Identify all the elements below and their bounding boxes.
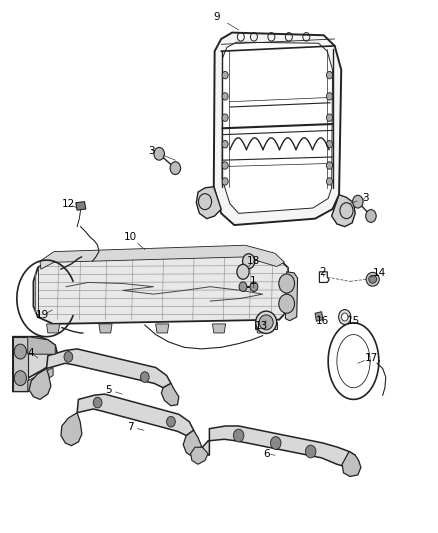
Circle shape	[233, 429, 244, 442]
Text: 7: 7	[127, 422, 134, 432]
Polygon shape	[46, 349, 171, 387]
Circle shape	[14, 370, 26, 385]
Polygon shape	[332, 195, 355, 227]
Circle shape	[222, 177, 228, 185]
Polygon shape	[256, 324, 269, 333]
Circle shape	[222, 71, 228, 79]
Polygon shape	[29, 368, 51, 399]
Polygon shape	[61, 413, 82, 446]
Circle shape	[222, 162, 228, 169]
Text: 10: 10	[124, 232, 138, 243]
Circle shape	[93, 397, 102, 408]
Polygon shape	[342, 451, 361, 477]
Circle shape	[222, 93, 228, 100]
Polygon shape	[155, 324, 169, 333]
Polygon shape	[40, 245, 285, 269]
Circle shape	[166, 416, 175, 427]
Polygon shape	[161, 383, 179, 406]
Polygon shape	[28, 368, 53, 391]
Polygon shape	[13, 337, 28, 391]
Circle shape	[141, 372, 149, 382]
Text: 1: 1	[250, 277, 256, 286]
Circle shape	[271, 437, 281, 449]
Circle shape	[222, 114, 228, 122]
Text: 3: 3	[148, 146, 155, 156]
Polygon shape	[315, 312, 323, 321]
Circle shape	[366, 209, 376, 222]
Polygon shape	[222, 42, 332, 213]
Text: 4: 4	[27, 348, 34, 358]
Polygon shape	[202, 426, 355, 467]
Text: 5: 5	[106, 385, 112, 395]
Text: 6: 6	[263, 449, 269, 458]
Polygon shape	[28, 337, 55, 354]
Polygon shape	[196, 187, 221, 219]
Text: 14: 14	[373, 268, 386, 278]
Text: 3: 3	[362, 193, 369, 204]
Text: 15: 15	[347, 316, 360, 326]
Circle shape	[326, 71, 332, 79]
Circle shape	[250, 282, 258, 292]
Polygon shape	[191, 447, 208, 464]
Circle shape	[279, 274, 294, 293]
Polygon shape	[286, 272, 297, 321]
Ellipse shape	[342, 313, 348, 321]
Circle shape	[305, 445, 316, 458]
Circle shape	[326, 177, 332, 185]
Polygon shape	[183, 430, 201, 457]
Text: 17: 17	[364, 353, 378, 363]
Circle shape	[14, 344, 26, 359]
Polygon shape	[76, 201, 86, 210]
Circle shape	[340, 203, 353, 219]
Ellipse shape	[366, 272, 379, 286]
Circle shape	[326, 114, 332, 122]
Text: 18: 18	[247, 256, 260, 266]
Text: 19: 19	[35, 310, 49, 320]
Polygon shape	[13, 337, 57, 391]
Polygon shape	[77, 394, 194, 435]
Circle shape	[222, 141, 228, 148]
Ellipse shape	[339, 310, 351, 325]
Polygon shape	[99, 324, 112, 333]
Circle shape	[353, 195, 363, 208]
Circle shape	[198, 193, 212, 209]
Circle shape	[326, 93, 332, 100]
Polygon shape	[255, 322, 277, 329]
Ellipse shape	[259, 315, 273, 330]
Circle shape	[239, 282, 247, 292]
Circle shape	[326, 141, 332, 148]
Ellipse shape	[256, 311, 277, 334]
Circle shape	[154, 148, 164, 160]
Text: 12: 12	[62, 199, 75, 209]
Polygon shape	[46, 324, 60, 333]
Circle shape	[64, 352, 73, 362]
Polygon shape	[214, 33, 341, 225]
Circle shape	[170, 162, 180, 174]
Text: 2: 2	[320, 267, 326, 277]
Circle shape	[279, 294, 294, 313]
Text: 9: 9	[213, 12, 220, 22]
Polygon shape	[212, 324, 226, 333]
Circle shape	[326, 162, 332, 169]
Circle shape	[237, 264, 249, 279]
Text: 16: 16	[316, 316, 329, 326]
Text: 13: 13	[255, 321, 268, 331]
Ellipse shape	[369, 275, 377, 283]
Polygon shape	[33, 249, 289, 324]
Circle shape	[243, 254, 255, 269]
